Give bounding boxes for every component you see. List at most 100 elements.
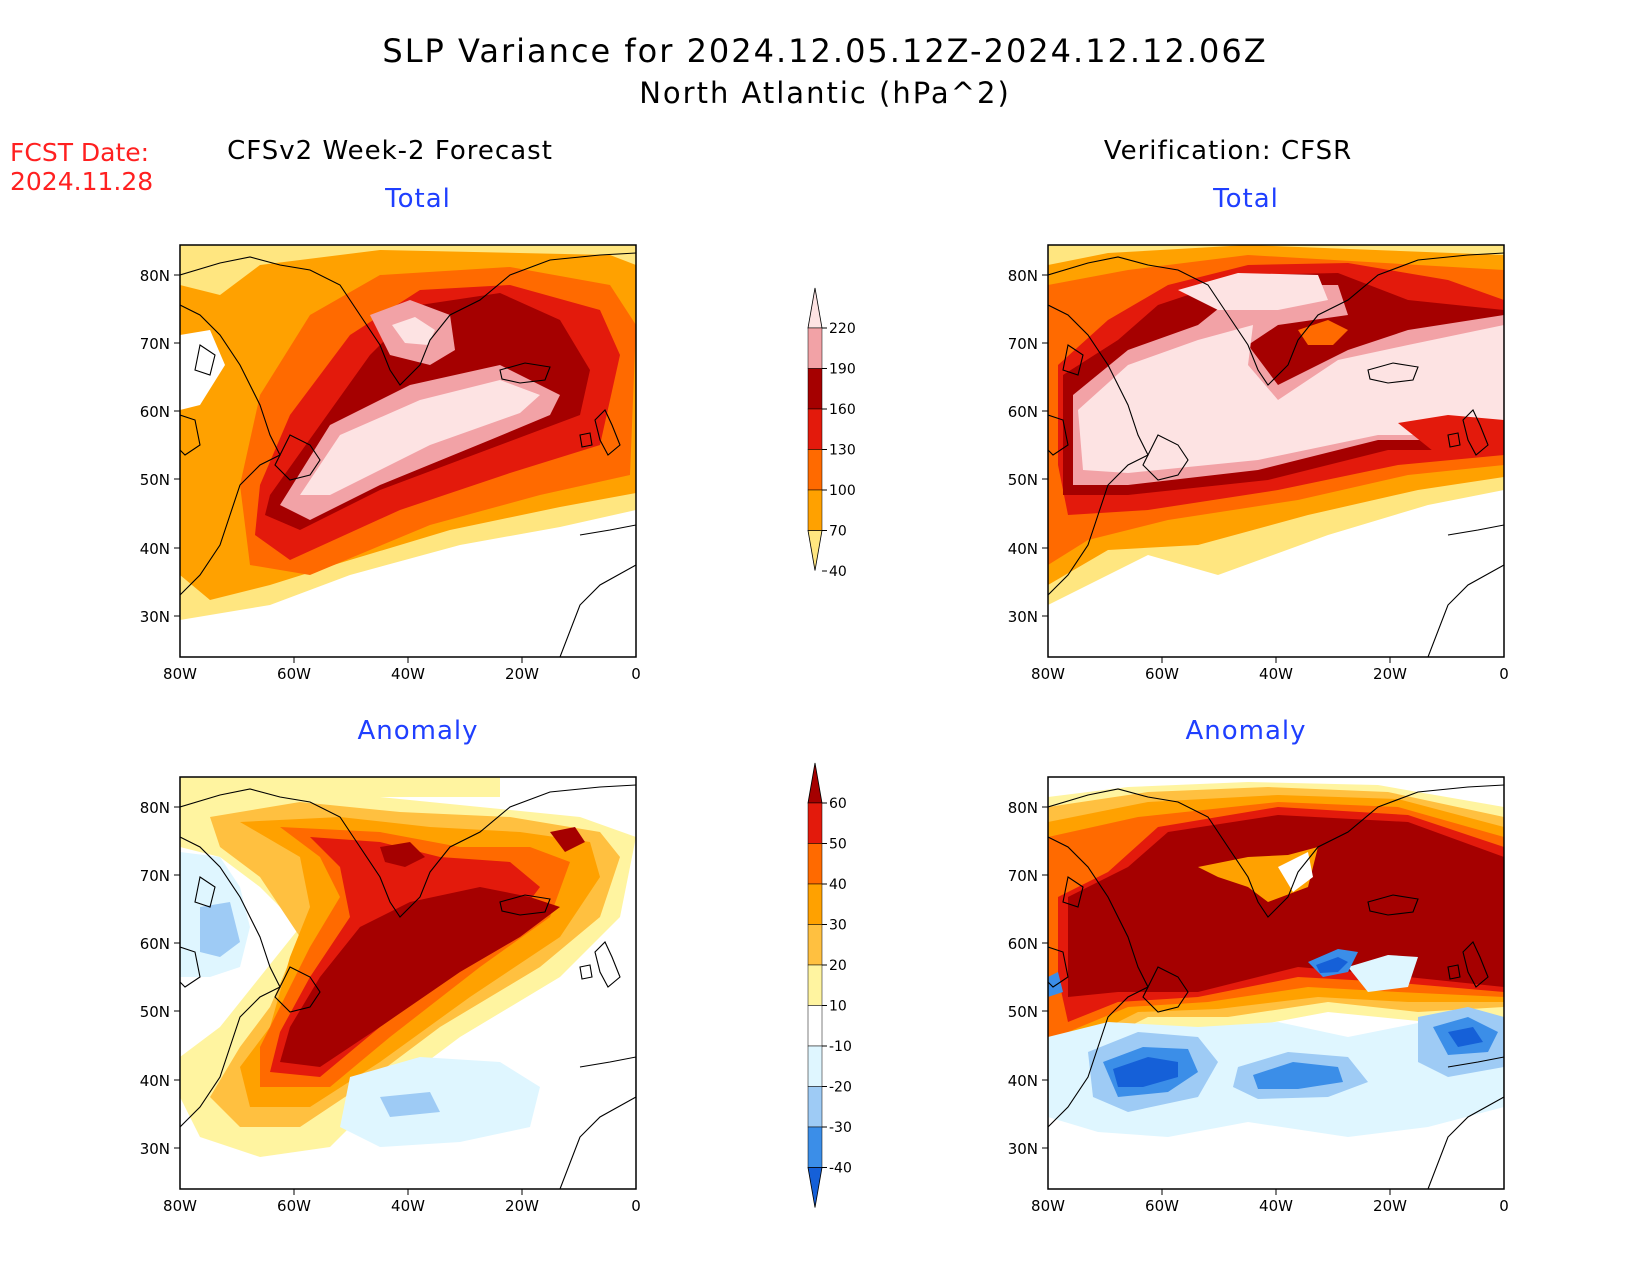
colorbar-total-label: 40 — [829, 564, 847, 580]
colorbar-total-swatch — [807, 368, 823, 410]
colorbar-total-label: 190 — [829, 362, 856, 378]
lon-tick-80w: 80W — [1031, 665, 1065, 683]
panel-title-forecast-total: Total — [385, 184, 451, 214]
lat-tick-60n: 60N — [1008, 935, 1038, 953]
lon-tick-60w: 60W — [277, 1197, 311, 1215]
colorbar-total-swatch — [807, 449, 823, 491]
lon-tick-60w: 60W — [277, 665, 311, 683]
column-title-verification: Verification: CFSR — [1103, 136, 1353, 166]
lat-tick-60n: 60N — [140, 935, 170, 953]
colorbar-total-swatch — [807, 489, 823, 531]
colorbar-total-swatch — [807, 408, 823, 450]
colorbar-total-swatches — [807, 287, 823, 571]
lat-tick-70n: 70N — [1008, 335, 1038, 353]
lon-tick-0: 0 — [631, 665, 641, 683]
lat-tick-40n: 40N — [1008, 1072, 1038, 1090]
colorbar-total-top-arrow — [807, 287, 823, 329]
lat-tick-50n: 50N — [140, 1003, 170, 1021]
colorbar-anomaly-bottom-arrow — [807, 1167, 823, 1208]
colorbar-anomaly-label: -40 — [829, 1161, 852, 1177]
lon-tick-60w: 60W — [1145, 665, 1179, 683]
lat-tick-60n: 60N — [140, 403, 170, 421]
lat-tick-30n: 30N — [140, 1140, 170, 1158]
lon-tick-0: 0 — [1499, 1197, 1509, 1215]
lon-tick-80w: 80W — [1031, 1197, 1065, 1215]
lon-tick-40w: 40W — [391, 1197, 425, 1215]
colorbar-anomaly-label: 10 — [829, 999, 847, 1015]
map-forecast-total: 80N 70N 60N 50N 40N 30N 80W 60W 40W 20W … — [140, 244, 641, 683]
lat-tick-80n: 80N — [140, 267, 170, 285]
panel-title-forecast-anomaly: Anomaly — [357, 716, 479, 746]
lat-tick-40n: 40N — [140, 1072, 170, 1090]
lon-tick-80w: 80W — [163, 1197, 197, 1215]
colorbar-anomaly-label: -20 — [829, 1080, 852, 1096]
colorbar-anomaly-swatch — [807, 1086, 823, 1128]
colorbar-anomaly-label: 40 — [829, 877, 847, 893]
lat-tick-80n: 80N — [1008, 267, 1038, 285]
colorbar-anomaly-label: 30 — [829, 918, 847, 934]
colorbar-total-label: 220 — [829, 321, 856, 337]
lon-tick-20w: 20W — [505, 1197, 539, 1215]
panel-title-verification-total: Total — [1213, 184, 1279, 214]
colorbar-total-label: 70 — [829, 524, 847, 540]
lat-tick-60n: 60N — [1008, 403, 1038, 421]
colorbar-anomaly-swatches — [807, 762, 823, 1208]
map-forecast-anomaly: 80N 70N 60N 50N 40N 30N 80W 60W 40W 20W … — [140, 776, 641, 1215]
fcst-date-value: 2024.11.28 — [10, 167, 154, 196]
lat-tick-40n: 40N — [1008, 540, 1038, 558]
colorbar-anomaly-swatch — [807, 802, 823, 844]
colorbar-anomaly-label: 50 — [829, 837, 847, 853]
lon-tick-40w: 40W — [1259, 1197, 1293, 1215]
colorbar-anomaly-swatch — [807, 1126, 823, 1168]
panel-title-verification-anomaly: Anomaly — [1185, 716, 1307, 746]
fcst-date-label: FCST Date: — [10, 138, 150, 167]
colorbar-total: 220 190 160 130 100 70 40 — [807, 287, 856, 580]
colorbar-total-label: 160 — [829, 402, 856, 418]
lon-tick-60w: 60W — [1145, 1197, 1179, 1215]
lat-tick-80n: 80N — [140, 799, 170, 817]
lat-tick-50n: 50N — [140, 471, 170, 489]
colorbar-anomaly-swatch — [807, 1005, 823, 1047]
colorbar-anomaly-swatch — [807, 964, 823, 1006]
lon-tick-80w: 80W — [163, 665, 197, 683]
lon-tick-40w: 40W — [1259, 665, 1293, 683]
colorbar-anomaly-label: 60 — [829, 796, 847, 812]
lat-tick-70n: 70N — [1008, 867, 1038, 885]
map-verification-anomaly: 80N 70N 60N 50N 40N 30N 80W 60W 40W 20W … — [1008, 776, 1509, 1215]
colorbar-anomaly-label: -30 — [829, 1120, 852, 1136]
figure-title: SLP Variance for 2024.12.05.12Z-2024.12.… — [382, 32, 1268, 70]
fcst-date: FCST Date: 2024.11.28 — [10, 138, 153, 196]
colorbar-anomaly-label: 20 — [829, 958, 847, 974]
lon-tick-0: 0 — [1499, 665, 1509, 683]
lat-tick-30n: 30N — [1008, 608, 1038, 626]
column-title-forecast: CFSv2 Week-2 Forecast — [227, 136, 553, 166]
lat-tick-30n: 30N — [140, 608, 170, 626]
colorbar-total-label: 130 — [829, 443, 856, 459]
lat-tick-50n: 50N — [1008, 1003, 1038, 1021]
colorbar-anomaly-top-arrow — [807, 762, 823, 804]
figure-subtitle: North Atlantic (hPa^2) — [639, 76, 1011, 110]
lon-tick-0: 0 — [631, 1197, 641, 1215]
lat-tick-80n: 80N — [1008, 799, 1038, 817]
lon-tick-20w: 20W — [1373, 1197, 1407, 1215]
lon-tick-40w: 40W — [391, 665, 425, 683]
colorbar-anomaly: 60 50 40 30 20 10 -10 -20 -30 -40 — [807, 762, 852, 1208]
colorbar-total-label: 100 — [829, 483, 856, 499]
lat-tick-50n: 50N — [1008, 471, 1038, 489]
lat-tick-40n: 40N — [140, 540, 170, 558]
colorbar-anomaly-swatch — [807, 1045, 823, 1087]
lon-tick-20w: 20W — [1373, 665, 1407, 683]
colorbar-total-swatch — [807, 327, 823, 369]
lat-tick-70n: 70N — [140, 867, 170, 885]
colorbar-anomaly-label: -10 — [829, 1039, 852, 1055]
map-verification-total: 80N 70N 60N 50N 40N 30N 80W 60W 40W 20W … — [1008, 244, 1509, 683]
colorbar-total-bottom-arrow — [807, 530, 823, 571]
colorbar-anomaly-swatch — [807, 924, 823, 966]
colorbar-total-labels: 220 190 160 130 100 70 40 — [822, 321, 856, 580]
colorbar-anomaly-labels: 60 50 40 30 20 10 -10 -20 -30 -40 — [822, 796, 852, 1177]
lat-tick-30n: 30N — [1008, 1140, 1038, 1158]
colorbar-anomaly-swatch — [807, 883, 823, 925]
lon-tick-20w: 20W — [505, 665, 539, 683]
colorbar-anomaly-swatch — [807, 843, 823, 885]
lat-tick-70n: 70N — [140, 335, 170, 353]
